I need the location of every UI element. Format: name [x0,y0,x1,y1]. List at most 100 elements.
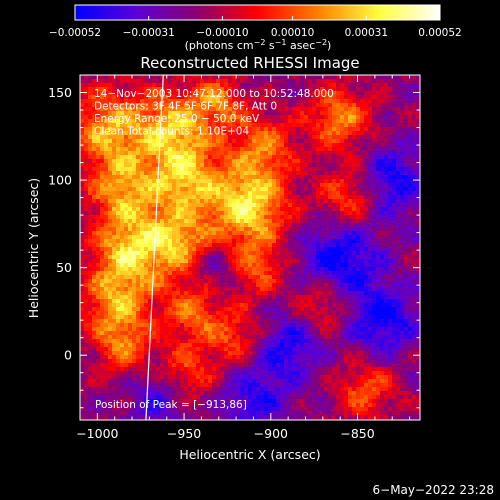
heatmap-cell [236,75,241,80]
heatmap-cell [364,107,369,112]
heatmap-cell [296,267,301,272]
heatmap-cell [228,183,233,188]
heatmap-cell [288,195,293,200]
heatmap-cell [320,303,325,308]
heatmap-cell [248,175,253,180]
heatmap-cell [340,263,345,268]
heatmap-cell [200,95,205,100]
heatmap-cell [268,107,273,112]
heatmap-cell [356,279,361,284]
heatmap-cell [196,259,201,264]
heatmap-cell [92,251,97,256]
heatmap-cell [240,143,245,148]
heatmap-cell [408,75,413,80]
heatmap-cell [188,291,193,296]
heatmap-cell [396,239,401,244]
heatmap-cell [92,239,97,244]
heatmap-cell [92,215,97,220]
heatmap-cell [100,183,105,188]
heatmap-cell [260,267,265,272]
heatmap-cell [384,195,389,200]
heatmap-cell [212,171,217,176]
heatmap-cell [196,99,201,104]
heatmap-cell [220,199,225,204]
heatmap-cell [108,243,113,248]
heatmap-cell [92,235,97,240]
heatmap-cell [156,99,161,104]
heatmap-cell [288,103,293,108]
heatmap-cell [352,199,357,204]
heatmap-cell [180,219,185,224]
heatmap-cell [156,115,161,120]
heatmap-cell [300,211,305,216]
heatmap-cell [124,79,129,84]
heatmap-cell [256,99,261,104]
heatmap-cell [132,307,137,312]
heatmap-cell [112,223,117,228]
heatmap-cell [112,287,117,292]
heatmap-cell [300,83,305,88]
heatmap-cell [368,167,373,172]
heatmap-cell [416,287,420,292]
heatmap-cell [320,127,325,132]
heatmap-cell [304,267,309,272]
heatmap-cell [160,203,165,208]
heatmap-cell [328,255,333,260]
heatmap-cell [368,231,373,236]
heatmap-cell [408,295,413,300]
heatmap-cell [276,227,281,232]
heatmap-cell [276,123,281,128]
heatmap-cell [216,99,221,104]
heatmap-cell [268,215,273,220]
heatmap-cell [236,243,241,248]
heatmap-cell [340,299,345,304]
heatmap-cell [304,271,309,276]
heatmap-cell [188,179,193,184]
heatmap-cell [252,299,257,304]
heatmap-cell [340,223,345,228]
heatmap-cell [232,251,237,256]
heatmap-cell [320,207,325,212]
heatmap-cell [392,211,397,216]
heatmap-cell [388,91,393,96]
heatmap-cell [200,303,205,308]
heatmap-cell [200,87,205,92]
heatmap-cell [300,179,305,184]
heatmap-cell [268,299,273,304]
heatmap-cell [264,87,269,92]
heatmap-cell [288,143,293,148]
heatmap-cell [272,235,277,240]
heatmap-cell [180,91,185,96]
heatmap-cell [204,279,209,284]
heatmap-cell [400,275,405,280]
heatmap-cell [288,247,293,252]
heatmap-cell [272,139,277,144]
heatmap-cell [364,119,369,124]
heatmap-cell [172,291,177,296]
heatmap-cell [132,159,137,164]
heatmap-cell [128,135,133,140]
heatmap-cell [256,111,261,116]
heatmap-cell [228,259,233,264]
heatmap-cell [224,127,229,132]
heatmap-cell [236,251,241,256]
heatmap-cell [364,191,369,196]
heatmap-cell [156,263,161,268]
heatmap-cell [128,131,133,136]
heatmap-cell [216,163,221,168]
heatmap-cell [316,127,321,132]
heatmap-cell [344,215,349,220]
heatmap-cell [336,239,341,244]
heatmap-cell [372,167,377,172]
heatmap-cell [144,127,149,132]
heatmap-cell [284,291,289,296]
heatmap-cell [120,259,125,264]
heatmap-cell [348,303,353,308]
heatmap-cell [212,215,217,220]
heatmap-cell [220,275,225,280]
heatmap-cell [184,131,189,136]
heatmap-cell [84,295,89,300]
heatmap-cell [332,119,337,124]
heatmap-cell [228,147,233,152]
heatmap-cell [368,275,373,280]
